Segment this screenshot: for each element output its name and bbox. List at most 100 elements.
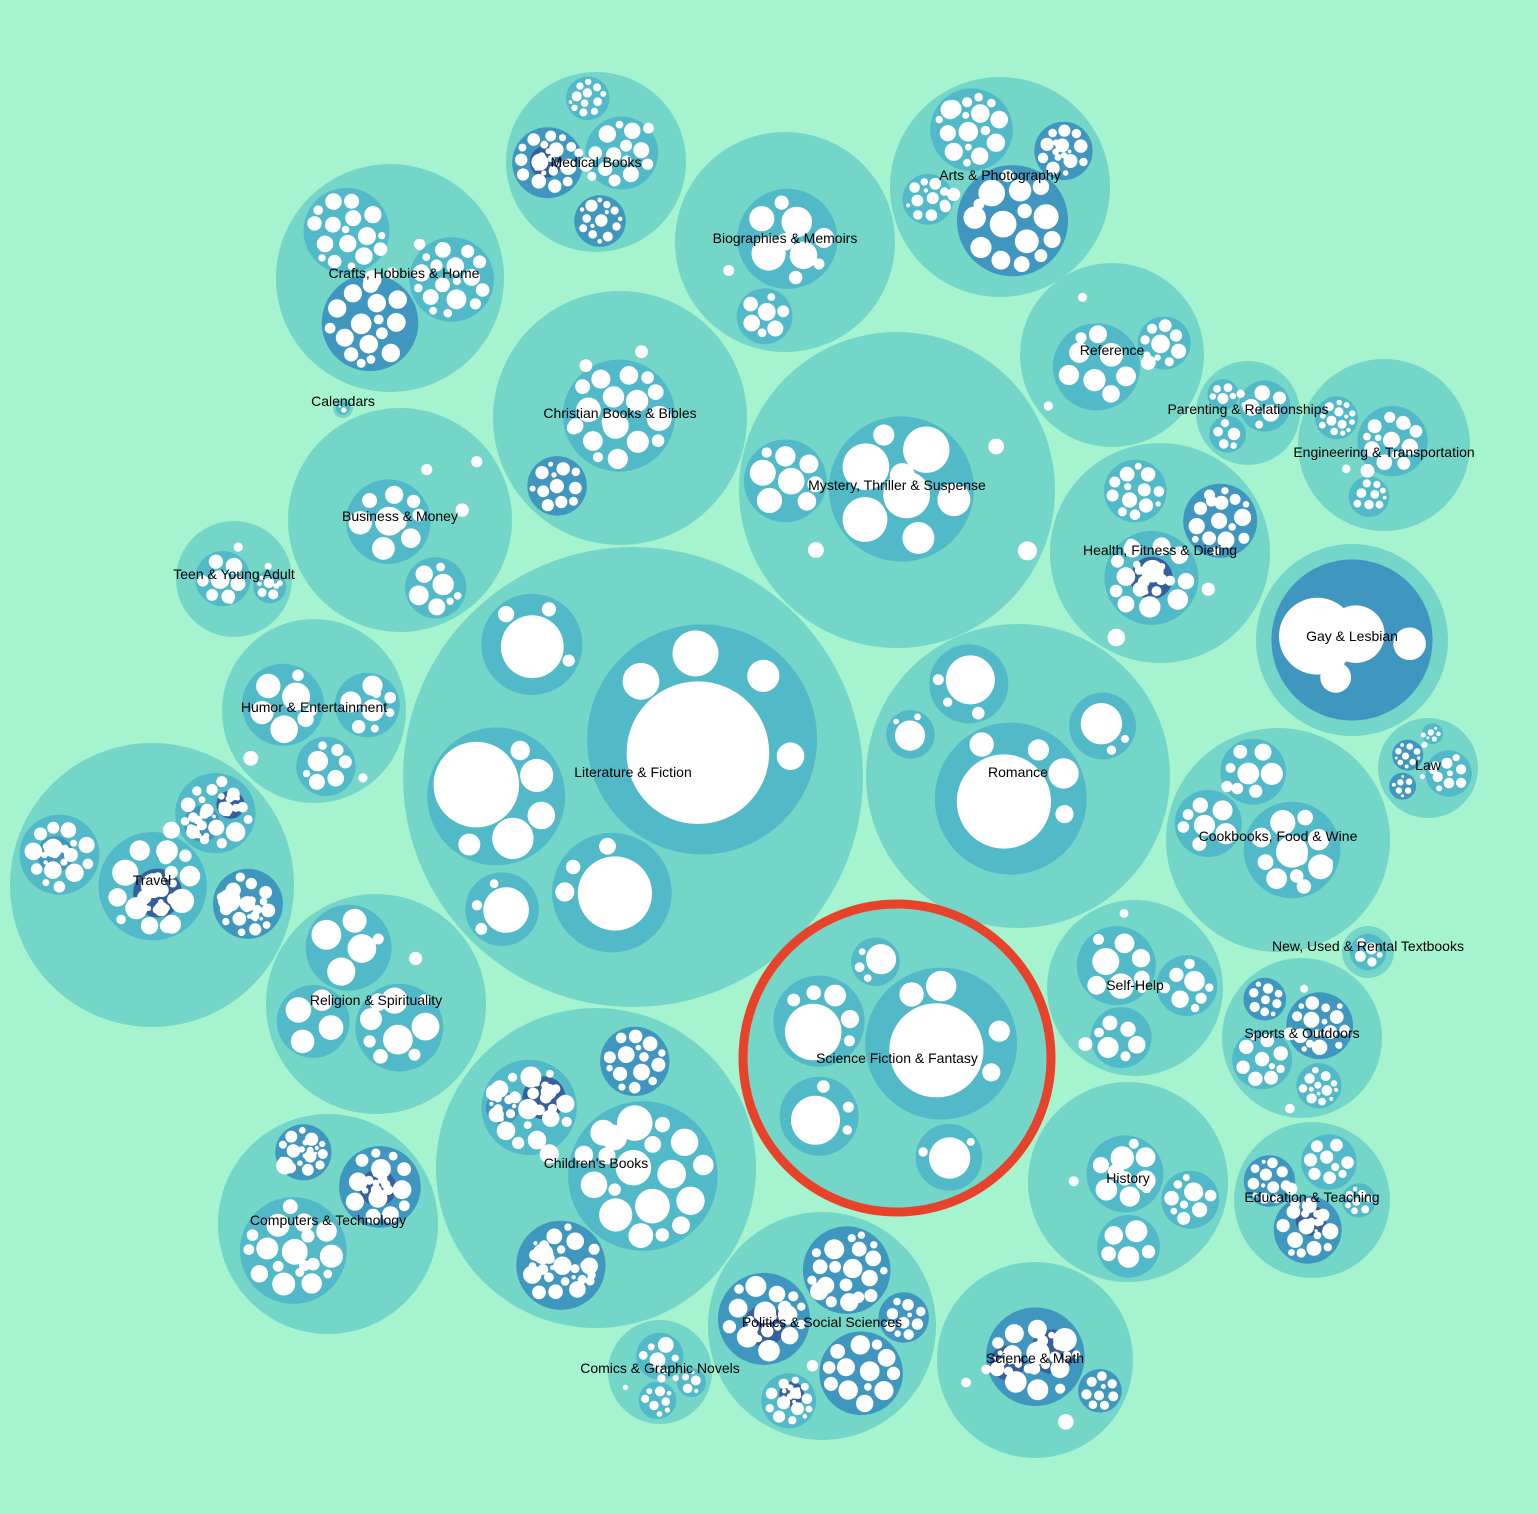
book-leaf-circle: [541, 170, 547, 176]
book-leaf-circle: [1349, 410, 1356, 417]
book-leaf-circle: [1283, 1027, 1297, 1041]
category-group[interactable]: [1256, 544, 1448, 736]
book-leaf-circle: [591, 369, 611, 389]
book-leaf-circle: [1206, 495, 1217, 507]
book-leaf-circle: [1321, 1003, 1331, 1013]
book-leaf-circle: [1055, 1383, 1066, 1394]
book-leaf-circle: [1106, 745, 1117, 755]
book-leaf-circle: [216, 838, 227, 849]
category-group[interactable]: [176, 521, 292, 637]
book-leaf-circle: [1026, 1341, 1050, 1365]
book-leaf-circle: [781, 1388, 787, 1394]
category-group[interactable]: [1020, 263, 1204, 447]
category-group[interactable]: [1298, 359, 1470, 531]
book-leaf-circle: [628, 1223, 654, 1248]
category-group[interactable]: [1342, 926, 1394, 978]
book-leaf-circle: [1306, 1241, 1322, 1256]
book-leaf-circle: [1137, 483, 1151, 497]
category-group[interactable]: [739, 332, 1055, 648]
book-leaf-circle: [249, 923, 262, 936]
book-leaf-circle: [1107, 628, 1126, 647]
book-leaf-circle: [840, 1010, 860, 1029]
category-group[interactable]: [608, 1320, 712, 1424]
book-leaf-circle: [886, 1366, 901, 1380]
book-leaf-circle: [1305, 1039, 1314, 1048]
category-group[interactable]: [1222, 958, 1382, 1118]
book-leaf-circle: [736, 1326, 759, 1348]
category-group[interactable]: [10, 743, 294, 1027]
category-group[interactable]: [937, 1262, 1133, 1458]
category-group[interactable]: [436, 1008, 756, 1328]
category-group[interactable]: [1234, 1122, 1390, 1278]
category-group[interactable]: [266, 894, 486, 1114]
book-leaf-circle: [978, 179, 1005, 207]
book-leaf-circle: [754, 1301, 777, 1324]
category-group[interactable]: [708, 1212, 936, 1440]
book-leaf-circle: [1134, 462, 1142, 470]
book-leaf-circle: [1239, 1039, 1254, 1055]
book-leaf-circle: [373, 242, 388, 256]
category-group[interactable]: [276, 164, 504, 392]
category-group[interactable]: [1050, 443, 1270, 663]
book-leaf-circle: [331, 744, 344, 757]
book-leaf-circle: [180, 817, 190, 826]
book-leaf-circle: [608, 1183, 621, 1196]
category-group[interactable]: [1028, 1082, 1228, 1282]
book-leaf-circle: [564, 1223, 572, 1231]
book-leaf-circle: [894, 720, 926, 751]
book-leaf-circle: [1354, 950, 1366, 962]
book-leaf-circle: [1205, 983, 1214, 992]
book-leaf-circle: [940, 187, 949, 196]
book-leaf-circle: [422, 253, 431, 261]
book-leaf-circle: [1119, 909, 1129, 918]
category-group[interactable]: [1047, 900, 1223, 1076]
category-group[interactable]: [1196, 361, 1300, 465]
category-group[interactable]: [403, 547, 863, 1007]
book-leaf-circle: [1231, 782, 1244, 795]
book-leaf-circle: [1117, 595, 1135, 613]
book-leaf-circle: [533, 1241, 538, 1246]
book-leaf-circle: [1249, 1001, 1260, 1013]
category-group[interactable]: [218, 1114, 438, 1334]
book-leaf-circle: [579, 224, 588, 233]
book-leaf-circle: [935, 115, 943, 124]
category-group[interactable]: [1166, 728, 1390, 952]
book-leaf-circle: [899, 982, 924, 1007]
book-leaf-circle: [1140, 335, 1150, 345]
category-group[interactable]: [506, 72, 686, 252]
category-group[interactable]: [222, 619, 406, 803]
category-group[interactable]: [288, 408, 512, 632]
category-group[interactable]: [1378, 718, 1478, 818]
book-leaf-circle: [694, 1388, 699, 1393]
book-leaf-circle: [980, 125, 991, 136]
book-leaf-circle: [492, 817, 534, 860]
book-leaf-circle: [797, 1302, 806, 1311]
book-leaf-circle: [47, 821, 60, 834]
book-leaf-circle: [767, 320, 784, 337]
book-leaf-circle: [1062, 170, 1069, 176]
category-group[interactable]: [675, 132, 895, 352]
book-leaf-circle: [259, 897, 268, 906]
category-group[interactable]: [493, 291, 747, 545]
book-leaf-circle: [1151, 586, 1162, 597]
category-group[interactable]: [745, 906, 1049, 1210]
book-leaf-circle: [282, 1199, 298, 1215]
book-leaf-circle: [1177, 573, 1195, 590]
book-leaf-circle: [435, 277, 450, 293]
book-leaf-circle: [1184, 958, 1195, 969]
category-group[interactable]: [333, 398, 353, 418]
book-leaf-circle: [814, 227, 834, 248]
book-leaf-circle: [453, 592, 462, 600]
book-leaf-circle: [802, 1413, 808, 1419]
category-group[interactable]: [866, 624, 1170, 928]
category-group[interactable]: [890, 77, 1110, 297]
book-leaf-circle: [1008, 179, 1032, 202]
book-leaf-circle: [824, 984, 846, 1007]
book-leaf-circle: [1346, 427, 1351, 433]
book-leaf-circle: [475, 923, 488, 935]
book-leaf-circle: [359, 334, 379, 354]
book-leaf-circle: [1171, 990, 1189, 1008]
book-leaf-circle: [1102, 385, 1120, 403]
book-leaf-circle: [745, 1315, 755, 1325]
book-leaf-circle: [574, 148, 584, 158]
